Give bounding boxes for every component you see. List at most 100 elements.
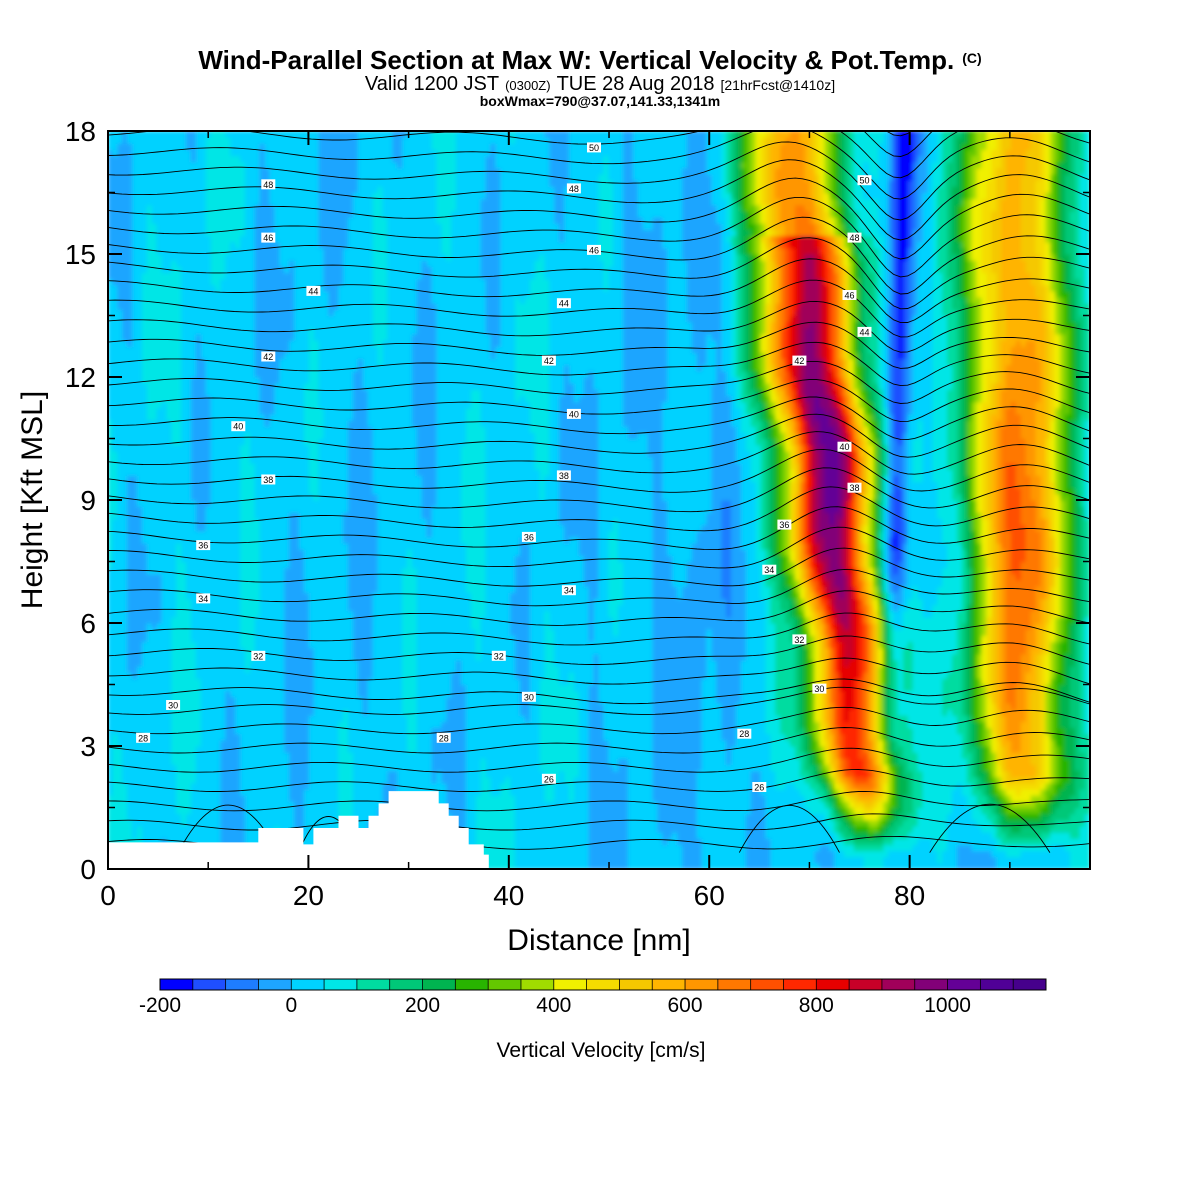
theta-contour-line <box>108 131 1090 200</box>
colorbar-swatch <box>192 979 226 990</box>
theta-contour-label: 46 <box>587 244 601 255</box>
theta-contour-line <box>108 678 1090 705</box>
theta-contour-label: 42 <box>792 355 807 366</box>
theta-contour-line <box>108 727 1090 754</box>
colorbar-swatch <box>455 979 489 990</box>
theta-contour-label: 30 <box>812 683 827 694</box>
x-tick-label: 80 <box>894 880 925 911</box>
colorbar-frame <box>159 978 1047 991</box>
terrain-profile <box>108 791 489 869</box>
theta-contour-label: 36 <box>196 540 211 551</box>
theta-contour-line <box>929 803 1051 853</box>
theta-contour-line <box>108 769 1090 792</box>
theta-contour-line <box>108 177 1090 260</box>
theta-contour-line <box>108 300 1090 353</box>
colorbar-swatch <box>783 979 817 990</box>
colorbar-swatch <box>914 979 948 990</box>
y-axis-label: Height [Kft MSL] <box>16 391 49 609</box>
theta-contour-line <box>108 706 1090 735</box>
theta-contour-label: 44 <box>306 285 321 296</box>
colorbar-swatch <box>291 979 325 990</box>
theta-contour-label: 28 <box>737 728 752 739</box>
colorbar-tick-label: 800 <box>799 994 834 1017</box>
theta-contour-label: 36 <box>521 531 536 542</box>
x-axis: 0 20 40 60 80 <box>100 131 1011 911</box>
colorbar-swatch <box>521 979 555 990</box>
x-tick-label: 40 <box>493 880 524 911</box>
theta-contour-label: 26 <box>752 782 767 793</box>
colorbar-swatch <box>980 979 1014 990</box>
theta-contour-label: 40 <box>231 421 246 432</box>
colorbar-tick-label: 600 <box>667 994 702 1017</box>
y-tick-label: 9 <box>80 485 96 516</box>
y-tick-label: 12 <box>65 362 96 393</box>
theta-contour-line <box>108 747 1090 773</box>
theta-contour-line <box>108 526 1090 569</box>
theta-contour-label: 40 <box>566 408 581 419</box>
colorbar-swatch <box>685 979 719 990</box>
theta-contour-line <box>108 258 1090 324</box>
theta-contour-label: 34 <box>762 564 777 575</box>
colorbar-swatch <box>160 979 194 990</box>
colorbar-tick-label: 200 <box>405 994 440 1017</box>
y-tick-label: 15 <box>65 239 96 270</box>
theta-contour-label: 42 <box>261 351 276 362</box>
theta-contour-line <box>108 467 1090 513</box>
theta-contour-line <box>108 360 1090 404</box>
colorbar-swatch <box>488 979 522 990</box>
theta-contour-label: 26 <box>541 773 556 784</box>
vertical-velocity-field <box>108 131 1090 869</box>
theta-contour-line <box>108 590 1090 626</box>
theta-contour-line <box>863 131 934 157</box>
theta-contour-label: 28 <box>136 732 151 743</box>
theta-contour-line <box>108 321 1090 369</box>
theta-contour-label: 34 <box>561 585 576 596</box>
theta-contour-label: 32 <box>792 634 807 645</box>
theta-contour-line <box>108 612 1090 646</box>
theta-contour-line <box>108 141 1090 221</box>
x-tick-label: 60 <box>694 880 725 911</box>
theta-contour-line <box>108 431 1090 475</box>
colorbar-swatch <box>750 979 784 990</box>
theta-contour-line <box>108 686 1090 715</box>
theta-contour-line <box>108 237 1090 310</box>
terrain <box>108 791 489 869</box>
theta-contour-line <box>108 379 1090 423</box>
theta-contour-line <box>108 568 1090 607</box>
colorbar-tick-label: -200 <box>139 994 181 1017</box>
colorbar-swatch <box>356 979 391 990</box>
colorbar-swatch <box>816 979 850 990</box>
theta-contour-line <box>108 657 1090 685</box>
theta-contour-label: 50 <box>857 175 872 186</box>
theta-contour-label: 46 <box>261 232 276 243</box>
colorbar-swatch <box>881 979 916 990</box>
theta-contour-label: 48 <box>566 183 581 194</box>
theta-contour-line <box>108 486 1090 532</box>
colorbar-swatch <box>258 979 292 990</box>
y-tick-label: 3 <box>80 731 96 762</box>
theta-contour-line <box>108 547 1090 587</box>
theta-contour-line <box>108 635 1090 665</box>
theta-contour-label: 30 <box>166 700 181 711</box>
theta-contour-line <box>108 506 1090 551</box>
theta-contour-line <box>108 279 1090 338</box>
theta-contour-line <box>108 341 1090 387</box>
y-tick-label: 0 <box>80 854 96 885</box>
colorbar-swatch <box>225 979 259 990</box>
x-axis-label: Distance [nm] <box>507 924 690 957</box>
chart-subtitle: Valid 1200 JST (0300Z) TUE 28 Aug 2018 [21h… <box>365 73 835 95</box>
theta-contour-label: 44 <box>857 326 872 337</box>
colorbar-tick-label: 400 <box>536 994 571 1017</box>
colorbar-swatch <box>389 979 423 990</box>
y-tick-label: 18 <box>65 116 96 147</box>
colorbar-tick-label: 1000 <box>924 994 971 1017</box>
chart-subtitle-box: boxWmax=790@37.07,141.33,1341m <box>480 93 721 109</box>
x-tick-label: 20 <box>293 880 324 911</box>
y-tick-label: 6 <box>80 608 96 639</box>
chart-title: Wind-Parallel Section at Max W: Vertical… <box>198 45 981 75</box>
theta-contour-line <box>738 805 840 853</box>
theta-contour-label: 50 <box>587 142 601 153</box>
colorbar-swatch <box>652 979 686 990</box>
